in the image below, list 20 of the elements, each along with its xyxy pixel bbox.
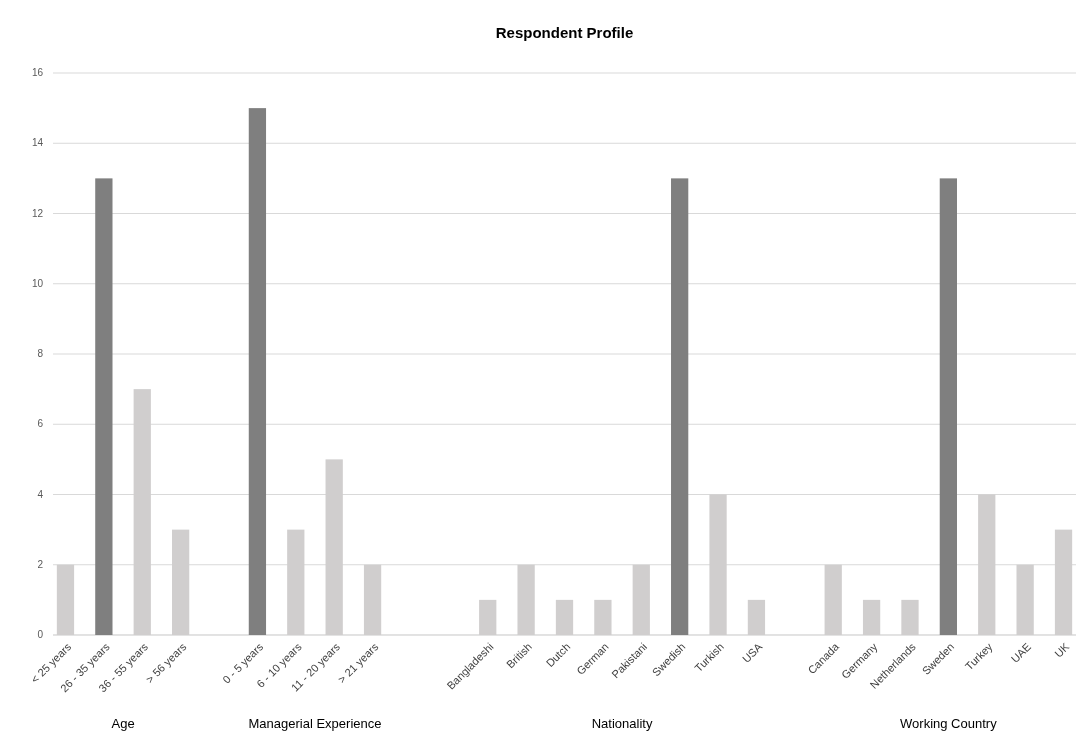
bar (939, 178, 957, 635)
y-tick-label: 16 (31, 67, 44, 79)
y-tick-label: 10 (31, 277, 44, 289)
y-tick-label: 4 (37, 488, 44, 500)
bar (248, 108, 267, 635)
y-tick-label: 14 (31, 137, 44, 149)
chart-title: Respondent Profile (495, 24, 634, 41)
y-tick-label: 0 (37, 629, 44, 641)
y-tick-label: 6 (37, 418, 44, 430)
text: Nationality (591, 716, 653, 731)
text: Managerial Experience (248, 716, 382, 731)
x-tick-label: UK (1052, 639, 1072, 660)
text: Age (111, 716, 135, 731)
x-tick-label: USA (739, 639, 765, 665)
y-tick-label: 12 (31, 207, 44, 219)
bar (671, 178, 689, 635)
y-tick-label: 2 (37, 558, 44, 570)
y-tick-label: 8 (37, 348, 44, 360)
bar (95, 178, 113, 635)
text: Working Country (900, 716, 998, 731)
